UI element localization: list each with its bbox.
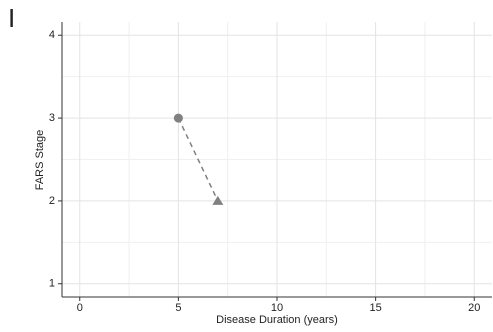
y-tick-label: 2	[49, 195, 55, 207]
y-tick-label: 1	[49, 278, 55, 290]
x-tick-label: 20	[468, 302, 480, 314]
y-tick-label: 4	[49, 29, 55, 41]
y-axis-label: FARS Stage	[34, 130, 46, 191]
x-tick-label: 15	[369, 302, 381, 314]
x-axis-label: Disease Duration (years)	[216, 314, 338, 326]
x-tick-label: 10	[271, 302, 283, 314]
x-tick-label: 0	[77, 302, 83, 314]
panel-label: I	[8, 3, 15, 33]
series-line	[177, 117, 219, 202]
marker-circle	[173, 113, 183, 123]
marker-triangle	[212, 195, 224, 205]
y-tick-label: 3	[49, 112, 55, 124]
x-tick-label: 5	[175, 302, 181, 314]
